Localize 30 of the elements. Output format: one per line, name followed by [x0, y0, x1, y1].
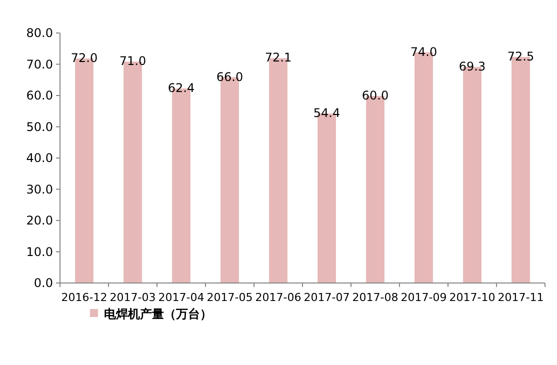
y-tick-label: 40.0	[26, 151, 53, 165]
y-tick-label: 0.0	[34, 276, 53, 290]
y-tick-label: 10.0	[26, 244, 53, 259]
y-tick-label: 80.0	[26, 26, 53, 40]
x-tick-label: 2017-11	[498, 291, 544, 304]
data-label: 66.0	[216, 70, 244, 84]
y-tick-label: 20.0	[26, 214, 53, 228]
data-label: 74.0	[410, 44, 438, 59]
x-tick-label: 2017-03	[110, 291, 156, 304]
x-tick-label: 2017-10	[449, 291, 496, 304]
x-tick-label: 2017-06	[255, 291, 302, 304]
y-tick-label: 70.0	[26, 57, 53, 72]
x-tick-label: 2017-09	[400, 291, 447, 304]
data-label: 60.0	[362, 88, 389, 102]
x-tick-label: 2017-08	[352, 291, 398, 304]
y-tick-label: 50.0	[26, 120, 53, 134]
data-label: 69.3	[458, 59, 486, 74]
legend-label: 电焊机产量（万台）	[104, 307, 212, 321]
data-label: 72.1	[264, 50, 292, 65]
data-label: 72.5	[507, 49, 534, 64]
x-tick-label: 2017-05	[206, 291, 253, 304]
data-label: 54.4	[313, 106, 340, 120]
x-tick-label: 2017-04	[158, 291, 204, 304]
x-tick-label: 2017-07	[304, 291, 350, 304]
data-label: 72.0	[70, 51, 98, 65]
y-tick-label: 60.0	[26, 88, 53, 102]
data-label: 71.0	[119, 54, 146, 68]
y-tick-label: 30.0	[26, 182, 53, 196]
data-label: 62.4	[168, 81, 195, 95]
x-tick-label: 2016-12	[61, 291, 108, 304]
